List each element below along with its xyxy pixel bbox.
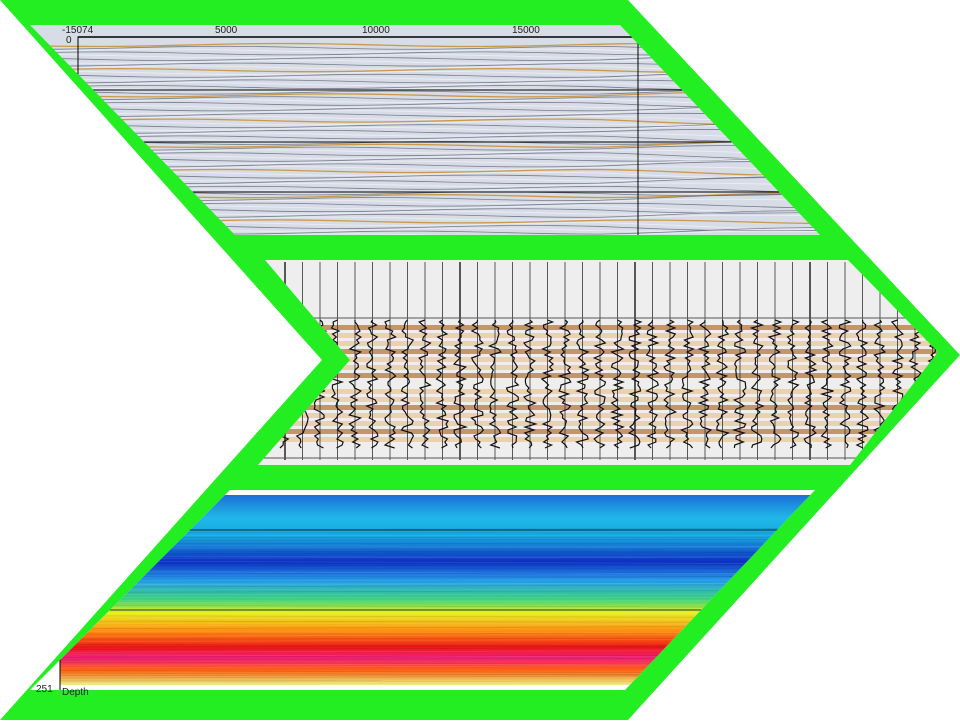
x-axis-label: 10000 [362, 25, 390, 36]
y-axis-label: 0 [66, 35, 72, 46]
seismic-panel-top [30, 25, 830, 240]
y-axis-label: 251 [36, 684, 53, 695]
velocity-panel-bottom [30, 490, 830, 690]
x-axis-label: 5000 [215, 25, 238, 36]
seismic-panel-middle [250, 255, 950, 470]
axis-title: Depth [62, 687, 89, 698]
x-axis-label: 15000 [512, 25, 540, 36]
